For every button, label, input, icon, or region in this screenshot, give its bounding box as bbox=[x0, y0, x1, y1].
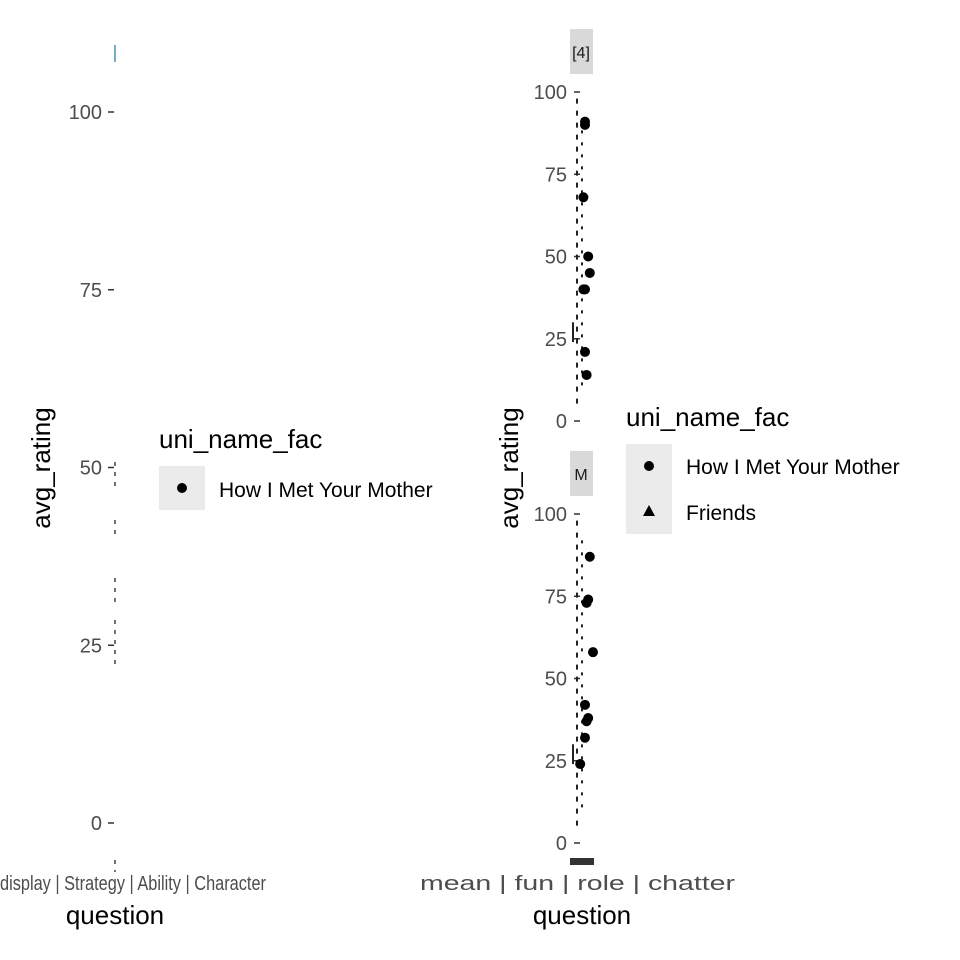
right-bottom-point-8 bbox=[575, 759, 586, 770]
right-bottom-y-axis: 0 25 50 75 100 bbox=[534, 504, 580, 855]
right-x-axis-bar bbox=[570, 858, 594, 865]
right-legend-label-friends: Friends bbox=[686, 502, 756, 525]
left-y-tick-label-75: 75 bbox=[80, 280, 102, 302]
left-y-tick-label-25: 25 bbox=[80, 635, 102, 657]
right-bottom-y-tick-label-0: 0 bbox=[556, 833, 567, 855]
right-bottom-point-6 bbox=[581, 716, 592, 727]
left-x-tick-labels: display | Strategy | Ability | Character bbox=[0, 873, 266, 895]
right-top-decoration bbox=[572, 98, 583, 405]
right-legend-title: uni_name_fac bbox=[626, 402, 789, 432]
right-top-y-axis: 0 25 50 75 100 bbox=[534, 82, 580, 433]
right-y-axis-title: avg_rating bbox=[494, 407, 524, 528]
right-bottom-y-tick-label-100: 100 bbox=[534, 504, 567, 526]
right-bottom-point-7 bbox=[580, 732, 590, 743]
right-top-point-8 bbox=[581, 369, 592, 380]
right-bottom-point-0 bbox=[584, 551, 595, 562]
left-x-axis-title: question bbox=[66, 900, 164, 930]
right-x-tick-labels: mean | fun | role | chatter bbox=[420, 873, 735, 895]
right-legend-label-himym: How I Met Your Mother bbox=[686, 456, 900, 479]
right-x-axis-title: question bbox=[533, 900, 631, 930]
right-top-point-6 bbox=[578, 284, 589, 295]
right-bottom-point-3 bbox=[588, 647, 598, 658]
left-y-tick-label-100: 100 bbox=[69, 102, 102, 124]
left-legend: uni_name_fac How I Met Your Mother bbox=[159, 424, 433, 510]
right-bottom-point-4 bbox=[580, 699, 590, 710]
right-top-y-tick-label-25: 25 bbox=[545, 329, 567, 351]
right-legend-key bbox=[626, 444, 672, 534]
right-bottom-strip bbox=[570, 451, 593, 496]
right-top-point-7 bbox=[580, 346, 590, 357]
left-legend-circle-icon bbox=[177, 483, 187, 493]
right-bottom-strip-label: M bbox=[574, 467, 587, 484]
right-top-points bbox=[578, 116, 595, 380]
right-bottom-points bbox=[575, 551, 598, 770]
right-legend: uni_name_fac How I Met Your Mother Frien… bbox=[626, 402, 900, 534]
left-panel: 0 25 50 75 100 avg_rating display | Strategy… bbox=[0, 45, 433, 930]
right-bottom-decoration bbox=[572, 520, 583, 827]
right-top-y-tick-label-75: 75 bbox=[545, 164, 567, 186]
left-y-tick-label-50: 50 bbox=[80, 458, 102, 480]
left-y-axis: 0 25 50 75 100 bbox=[69, 102, 114, 835]
right-top-point-1 bbox=[580, 119, 590, 130]
left-y-tick-label-0: 0 bbox=[91, 813, 102, 835]
right-top-strip-label: [4] bbox=[572, 45, 590, 62]
right-bottom-y-tick-label-25: 25 bbox=[545, 751, 567, 773]
right-bottom-y-tick-label-50: 50 bbox=[545, 669, 567, 691]
right-legend-triangle-icon bbox=[643, 505, 655, 516]
left-y-axis-title: avg_rating bbox=[26, 407, 56, 528]
right-top-facet: [4] 0 25 50 75 100 bbox=[534, 29, 595, 433]
right-top-point-4 bbox=[584, 267, 595, 278]
right-top-y-tick-label-0: 0 bbox=[556, 411, 567, 433]
right-top-y-tick-label-50: 50 bbox=[545, 247, 567, 269]
right-top-strip bbox=[570, 29, 593, 74]
right-panel: [4] 0 25 50 75 100 M 0 25 50 75 100 avg_rating m… bbox=[420, 29, 900, 930]
left-legend-label: How I Met Your Mother bbox=[219, 479, 433, 502]
right-bottom-point-2 bbox=[581, 597, 592, 608]
right-top-y-tick-label-100: 100 bbox=[534, 82, 567, 104]
right-top-point-3 bbox=[583, 251, 594, 262]
left-legend-title: uni_name_fac bbox=[159, 424, 322, 454]
right-top-point-2 bbox=[578, 192, 589, 203]
right-bottom-facet: M 0 25 50 75 100 bbox=[534, 451, 598, 855]
right-bottom-y-tick-label-75: 75 bbox=[545, 586, 567, 608]
right-legend-circle-icon bbox=[644, 461, 654, 471]
